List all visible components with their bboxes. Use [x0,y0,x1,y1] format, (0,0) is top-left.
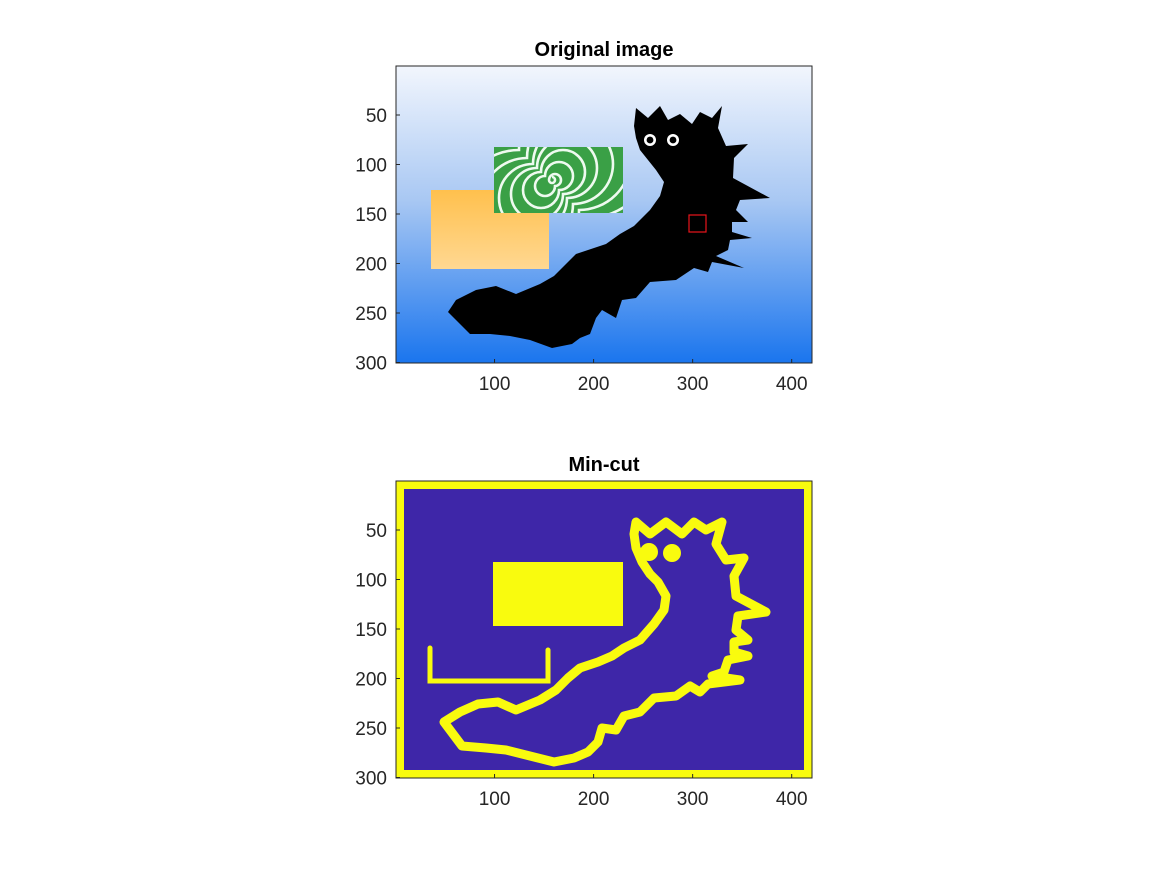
original-image-raster [396,66,812,363]
y-tick-label: 150 [355,205,387,226]
x-tick-label: 200 [578,789,610,810]
min-cut-title: Min-cut [568,454,639,476]
x-tick-label: 300 [677,789,709,810]
original-image-ticks: 100 200 300 400 50 100 150 200 250 300 [355,106,807,395]
y-tick-label: 200 [355,255,387,276]
min-cut-axes: Min-cut 100 200 300 400 50 100 150 200 250 300 [355,454,813,810]
x-tick-label: 400 [776,789,808,810]
y-tick-label: 200 [355,670,387,691]
x-tick-label: 200 [578,374,610,395]
y-tick-label: 300 [355,769,387,790]
selection-box [688,214,707,233]
green-spiral-rectangle [494,147,623,213]
y-tick-label: 300 [355,354,387,375]
y-tick-label: 100 [355,156,387,177]
y-tick-label: 50 [366,106,387,127]
spiral-block-segment [493,562,623,626]
min-cut-raster [396,481,812,778]
x-tick-label: 100 [479,374,511,395]
y-tick-label: 150 [355,620,387,641]
original-image-title: Original image [535,39,674,61]
caterpillar-outline-segment [439,517,771,767]
orange-outline-segment [427,645,551,684]
x-tick-label: 400 [776,374,808,395]
y-tick-label: 50 [366,521,387,542]
min-cut-ticks: 100 200 300 400 50 100 150 200 250 300 [355,521,807,810]
y-tick-label: 250 [355,719,387,740]
eye-segment-left [640,543,658,561]
x-tick-label: 100 [479,789,511,810]
original-image-axes: Original image 100 200 300 400 50 100 150 200 25… [355,39,813,395]
caterpillar-eyes [644,134,679,146]
eye-segment-right [663,544,681,562]
x-tick-label: 300 [677,374,709,395]
y-tick-label: 250 [355,304,387,325]
black-caterpillar [448,106,770,348]
y-tick-label: 100 [355,571,387,592]
